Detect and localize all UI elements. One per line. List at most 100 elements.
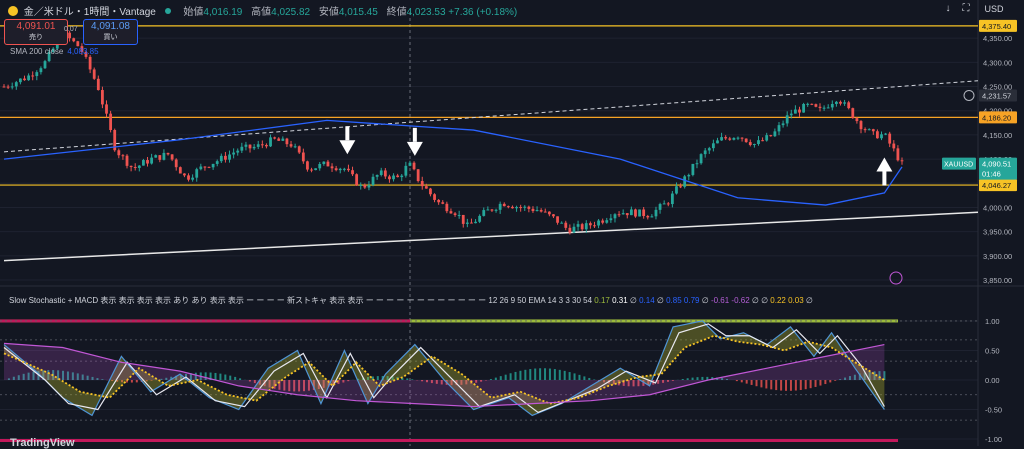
candle-body: [622, 213, 625, 214]
macd-histogram-bar: [785, 380, 787, 391]
candle-body: [195, 169, 198, 177]
candle-body: [675, 186, 678, 193]
candle-body: [167, 153, 170, 154]
candle-body: [142, 160, 145, 166]
price-axis-tick: 3,900.00: [983, 252, 1012, 261]
open-label: 始値: [183, 7, 203, 18]
candle-body: [400, 176, 403, 177]
candle-body: [273, 137, 276, 138]
candle-body: [573, 227, 576, 233]
macd-histogram-bar: [795, 380, 797, 391]
candle-body: [23, 79, 26, 81]
candle-body: [93, 69, 96, 78]
candle-body: [532, 209, 535, 211]
macd-histogram-bar: [770, 380, 772, 389]
candle-body: [409, 163, 412, 166]
candle-body: [786, 115, 789, 123]
candle-body: [724, 137, 727, 138]
macd-histogram-bar: [569, 372, 571, 380]
candle-body: [44, 61, 47, 68]
sma200-line: [4, 120, 902, 205]
arrow-down-marker: [339, 126, 355, 154]
candle-body: [216, 161, 219, 164]
symbol-title[interactable]: 金／米ドル・1時間・Vantage: [24, 7, 156, 18]
macd-histogram-bar: [751, 380, 753, 385]
candle-body: [626, 213, 629, 215]
osc-axis-tick: -0.50: [985, 406, 1002, 415]
ind-value-5: 0.79: [684, 296, 700, 305]
countdown-tag: 01:46: [982, 170, 1001, 179]
ind-empty-2: ∅: [657, 296, 664, 305]
candle-body: [609, 218, 612, 220]
macd-histogram-bar: [760, 380, 762, 387]
candle-body: [109, 114, 112, 130]
candle-body: [745, 139, 748, 143]
candle-body: [249, 145, 252, 149]
candle-body: [105, 104, 108, 113]
macd-histogram-bar: [524, 370, 526, 380]
candle-body: [298, 146, 301, 152]
indicator-legend[interactable]: Slow Stochastic + MACD 表示 表示 表示 表示 あり あり…: [9, 295, 813, 306]
candle-body: [236, 151, 239, 153]
candle-body: [322, 162, 325, 164]
candle-body: [683, 176, 686, 186]
candle-body: [478, 216, 481, 222]
market-status-icon: [165, 8, 171, 14]
macd-histogram-bar: [224, 375, 226, 380]
macd-histogram-bar: [131, 380, 133, 383]
candle-body: [310, 170, 313, 171]
candle-body: [716, 140, 719, 143]
candle-body: [130, 166, 133, 167]
candle-body: [339, 169, 342, 170]
candle-body: [204, 167, 207, 168]
macd-histogram-bar: [515, 372, 517, 380]
candle-body: [437, 200, 440, 202]
candle-body: [343, 169, 346, 170]
candle-body: [445, 204, 448, 211]
candle-body: [281, 139, 284, 141]
candle-body: [810, 104, 813, 105]
candle-body: [737, 138, 740, 139]
candle-body: [179, 167, 182, 173]
macd-histogram-bar: [765, 380, 767, 388]
candle-body: [880, 134, 883, 138]
price-axis-tick: 4,300.00: [983, 58, 1012, 67]
candle-body: [798, 110, 801, 113]
candle-body: [892, 144, 895, 149]
candle-body: [306, 161, 309, 169]
candle-body: [749, 142, 752, 145]
macd-histogram-bar: [377, 376, 379, 380]
candle-body: [154, 155, 157, 157]
candle-body: [269, 137, 272, 146]
candle-body: [712, 143, 715, 148]
candle-body: [261, 144, 264, 145]
symbol-tag: XAUUSD: [944, 162, 973, 169]
candle-body: [618, 214, 621, 215]
candle-body: [839, 102, 842, 104]
candle-body: [581, 224, 584, 229]
candle-body: [831, 104, 834, 107]
ind-empty-5: ∅: [761, 296, 768, 305]
ind-value-3: 0.14: [639, 296, 655, 305]
candle-body: [794, 110, 797, 114]
arrow-down-icon[interactable]: ↓: [940, 2, 956, 16]
indicator-name: Slow Stochastic + MACD 表示 表示 表示 表示 あり あり…: [9, 296, 486, 305]
macd-histogram-bar: [406, 378, 408, 380]
candle-body: [901, 160, 904, 161]
close-label: 終値: [387, 7, 407, 18]
candle-body: [876, 131, 879, 138]
candle-body: [896, 148, 899, 160]
candle-body: [720, 137, 723, 140]
arrow-down-marker: [407, 128, 423, 156]
currency-selector[interactable]: USD: [980, 2, 1008, 16]
expand-icon[interactable]: ⛶: [958, 2, 974, 16]
candle-body: [728, 138, 731, 139]
sell-label: 売り: [9, 32, 63, 43]
candle-body: [314, 168, 317, 170]
candle-body: [470, 223, 473, 224]
high-value: 4,025.82: [271, 7, 310, 18]
macd-histogram-bar: [736, 380, 738, 381]
